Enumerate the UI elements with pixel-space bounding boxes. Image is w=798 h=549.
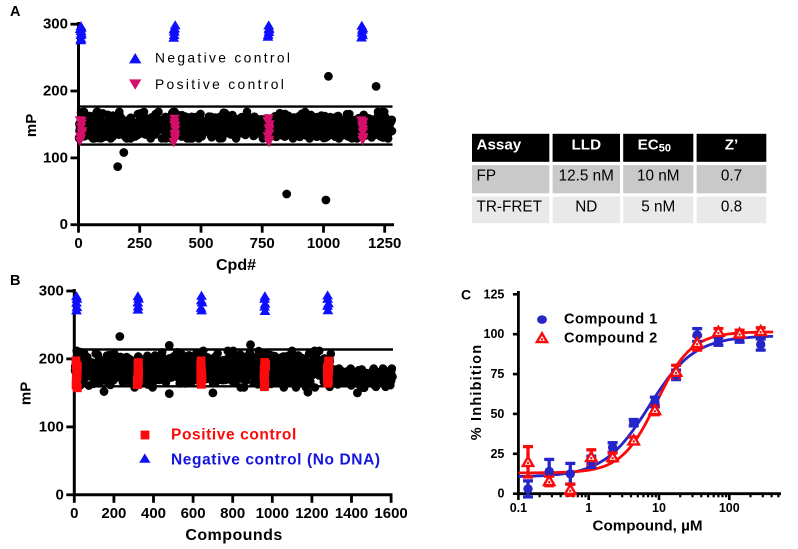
svg-text:200: 200 xyxy=(101,505,126,522)
svg-text:750: 750 xyxy=(250,235,275,252)
svg-text:TR-FRET: TR-FRET xyxy=(477,199,542,216)
svg-text:0: 0 xyxy=(74,235,82,252)
svg-text:10: 10 xyxy=(652,501,666,515)
svg-text:Compound 2: Compound 2 xyxy=(564,331,658,347)
svg-text:Negative control: Negative control xyxy=(155,51,292,66)
svg-text:1000: 1000 xyxy=(307,235,340,252)
svg-text:250: 250 xyxy=(127,235,152,252)
svg-text:25: 25 xyxy=(490,447,504,461)
svg-text:1400: 1400 xyxy=(335,505,368,522)
svg-text:FP: FP xyxy=(477,167,497,184)
svg-text:mP: mP xyxy=(18,382,35,405)
svg-text:100: 100 xyxy=(719,501,740,515)
svg-text:0.8: 0.8 xyxy=(721,199,742,216)
svg-text:Positive control: Positive control xyxy=(171,427,297,444)
svg-text:100: 100 xyxy=(39,418,64,435)
svg-text:50: 50 xyxy=(490,407,504,421)
svg-text:1000: 1000 xyxy=(256,505,289,522)
svg-text:C: C xyxy=(461,287,471,303)
svg-text:200: 200 xyxy=(43,83,68,100)
svg-text:A: A xyxy=(10,4,21,20)
svg-text:0: 0 xyxy=(60,216,68,233)
svg-text:Z’: Z’ xyxy=(725,136,739,153)
svg-text:400: 400 xyxy=(141,505,166,522)
svg-text:Negative control (No DNA): Negative control (No DNA) xyxy=(171,451,381,468)
svg-text:0.1: 0.1 xyxy=(510,501,527,515)
svg-text:Positive control: Positive control xyxy=(155,77,286,92)
svg-text:300: 300 xyxy=(39,283,64,300)
svg-text:Assay: Assay xyxy=(477,136,522,153)
svg-text:5 nM: 5 nM xyxy=(641,199,675,216)
svg-text:B: B xyxy=(10,273,20,289)
svg-text:mP: mP xyxy=(23,114,40,137)
svg-text:100: 100 xyxy=(484,327,505,341)
svg-text:125: 125 xyxy=(484,287,505,301)
svg-text:Compound 1: Compound 1 xyxy=(564,312,658,328)
svg-text:100: 100 xyxy=(43,149,68,166)
svg-text:200: 200 xyxy=(39,350,64,367)
svg-text:1200: 1200 xyxy=(295,505,328,522)
svg-text:500: 500 xyxy=(188,235,213,252)
svg-text:Compound, µM: Compound, µM xyxy=(593,518,703,535)
svg-text:75: 75 xyxy=(490,367,504,381)
svg-text:1: 1 xyxy=(585,501,592,515)
svg-text:LLD: LLD xyxy=(572,136,602,153)
svg-text:10 nM: 10 nM xyxy=(637,167,680,184)
svg-text:300: 300 xyxy=(43,16,68,33)
svg-text:800: 800 xyxy=(220,505,245,522)
svg-text:Compounds: Compounds xyxy=(185,527,282,544)
svg-text:0.7: 0.7 xyxy=(721,167,742,184)
svg-text:0: 0 xyxy=(70,505,78,522)
svg-text:0: 0 xyxy=(497,487,504,501)
svg-text:600: 600 xyxy=(181,505,206,522)
svg-text:ND: ND xyxy=(575,199,597,216)
svg-text:0: 0 xyxy=(55,486,63,503)
svg-text:1250: 1250 xyxy=(368,235,401,252)
svg-text:12.5 nM: 12.5 nM xyxy=(559,167,614,184)
svg-text:1600: 1600 xyxy=(374,505,407,522)
svg-text:Cpd#: Cpd# xyxy=(216,257,256,274)
svg-text:% Inhibition: % Inhibition xyxy=(469,344,485,441)
